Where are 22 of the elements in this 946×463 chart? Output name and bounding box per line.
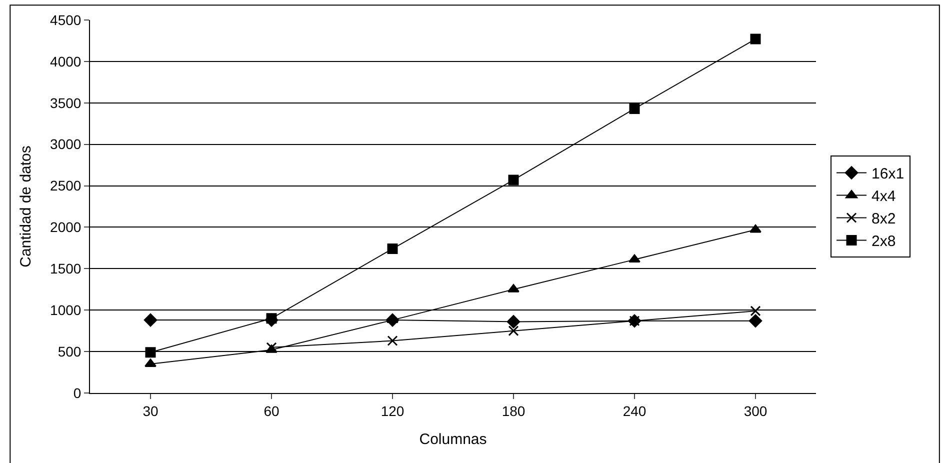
legend-label: 16x1	[872, 166, 904, 183]
x-tick-label: 60	[264, 402, 280, 419]
y-tick-label: 1000	[50, 302, 82, 318]
legend-label: 4x4	[872, 188, 896, 206]
y-tick-label: 1500	[50, 260, 82, 277]
x-tick-label: 240	[622, 402, 646, 419]
x-tick-label: 120	[380, 402, 404, 419]
y-axis-title: Cantidad de datos	[17, 146, 34, 268]
legend-label: 2x8	[872, 233, 896, 250]
y-tick-label: 4500	[50, 12, 82, 28]
y-tick-label: 3500	[50, 94, 82, 111]
x-tick-label: 180	[502, 402, 526, 419]
legend-label: 8x2	[872, 210, 896, 228]
y-tick-label: 500	[58, 343, 82, 360]
y-tick-label: 3000	[50, 136, 82, 152]
x-axis-title: Columnas	[419, 430, 487, 448]
y-tick-label: 2000	[50, 219, 82, 236]
y-tick-label: 2500	[50, 178, 82, 194]
x-tick-label: 300	[744, 402, 768, 419]
y-tick-label: 0	[73, 384, 82, 401]
y-tick-label: 4000	[50, 53, 82, 70]
x-tick-label: 30	[142, 402, 158, 419]
